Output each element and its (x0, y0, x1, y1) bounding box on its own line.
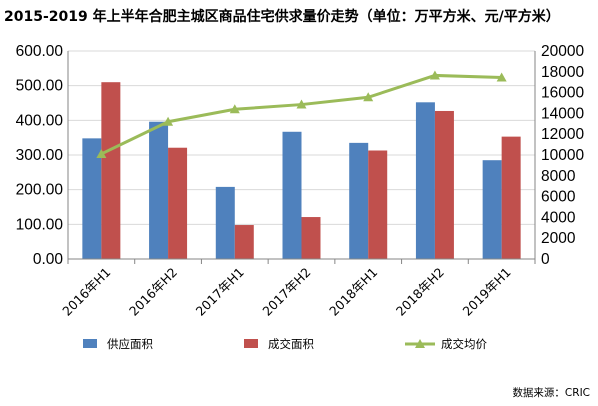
supply-area-bar (149, 121, 169, 259)
price-point-marker (229, 104, 240, 114)
price-point-marker (296, 99, 307, 109)
x-category-label: 2017年H2 (259, 265, 313, 319)
y-right-tick-label: 8000 (541, 168, 576, 185)
y-right-tick-label: 16000 (541, 85, 584, 102)
y-left-tick-label: 400.00 (16, 112, 64, 129)
y-left-tick-label: 0.00 (33, 251, 64, 268)
y-right-tick-label: 14000 (541, 105, 584, 122)
y-right-tick-label: 0 (541, 251, 550, 268)
x-category-label: 2018年H1 (326, 265, 380, 319)
y-left-tick-label: 300.00 (16, 147, 64, 164)
price-point-marker (363, 92, 374, 102)
supply-area-bar (215, 186, 235, 259)
price-point-marker (496, 72, 507, 82)
supply-area-bar (482, 160, 502, 259)
transaction-area-bar (168, 147, 188, 259)
x-category-label: 2017年H1 (193, 265, 247, 319)
supply-area-bar (282, 131, 302, 259)
x-category-label: 2016年H2 (126, 265, 180, 319)
transaction-area-bar (434, 110, 454, 260)
y-right-tick-label: 10000 (541, 147, 584, 164)
y-right-tick-label: 6000 (541, 189, 576, 206)
legend-label: 成交均价 (441, 337, 487, 351)
x-category-label: 2016年H1 (59, 265, 113, 319)
y-left-tick-label: 600.00 (16, 43, 64, 60)
legend: 供应面积 成交面积 成交均价 (83, 337, 487, 351)
y-right-tick-label: 12000 (541, 126, 584, 143)
legend-price-marker (415, 339, 425, 348)
legend-label: 成交面积 (268, 337, 314, 351)
price-point-marker (163, 116, 174, 126)
y-right-tick-label: 20000 (541, 43, 584, 60)
price-point-marker (429, 70, 440, 80)
legend-transaction-swatch (244, 339, 258, 348)
transaction-area-bar (368, 150, 388, 259)
chart-title: 2015-2019 年上半年合肥主城区商品住宅供求量价走势（单位：万平方米、元/… (4, 8, 560, 25)
legend-label: 供应面积 (107, 337, 153, 351)
y-left-tick-label: 500.00 (16, 78, 64, 95)
source-note: 数据来源：CRIC (512, 386, 590, 399)
x-category-label: 2019年H1 (460, 265, 514, 319)
supply-area-bar (415, 102, 435, 259)
supply-area-bar (82, 138, 102, 259)
supply-area-bar (349, 142, 369, 259)
legend-supply-swatch (83, 339, 97, 348)
y-right-tick-label: 18000 (541, 64, 584, 81)
transaction-area-bar (101, 82, 121, 259)
transaction-area-bar (234, 225, 254, 259)
transaction-area-bar (301, 217, 321, 259)
transaction-area-bar (501, 136, 521, 259)
line-series (96, 70, 507, 158)
y-right-tick-label: 4000 (541, 209, 576, 226)
bars (82, 82, 521, 260)
price-point-marker (96, 148, 107, 158)
y-left-tick-label: 100.00 (16, 216, 64, 233)
x-category-label: 2018年H2 (393, 265, 447, 319)
y-left-tick-label: 200.00 (16, 182, 64, 199)
y-right-tick-label: 2000 (541, 230, 576, 247)
